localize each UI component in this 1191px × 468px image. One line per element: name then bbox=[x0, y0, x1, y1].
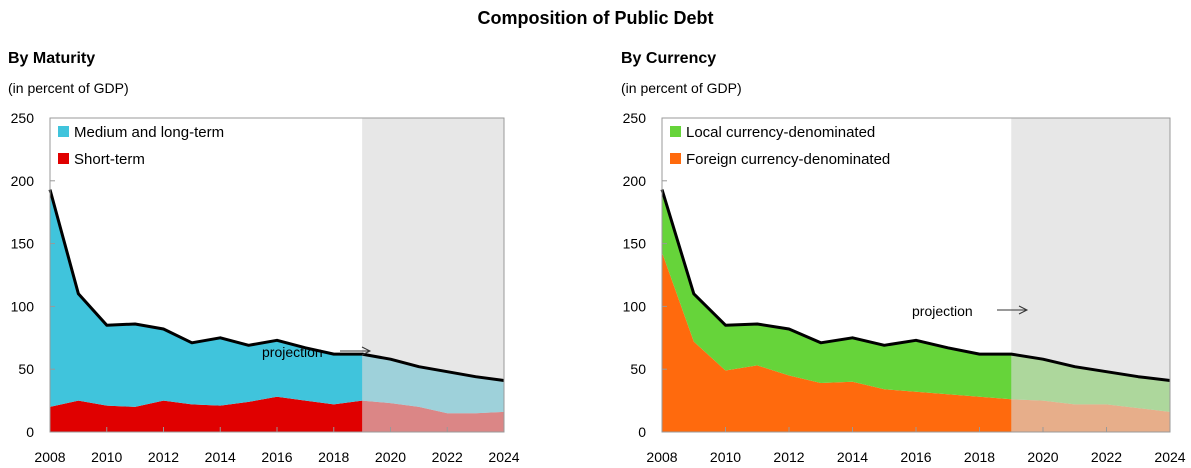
y-tick-label: 0 bbox=[26, 424, 34, 440]
legend-swatch bbox=[670, 126, 681, 137]
panel-subtitle-maturity: (in percent of GDP) bbox=[8, 80, 129, 96]
x-tick-label: 2018 bbox=[964, 449, 995, 465]
chart-panel-1: 0 50 100 150 200 250 2008 2010 2012 2014 2016 2018 2… bbox=[623, 110, 1186, 465]
area-series-foreign-currency-denominated bbox=[662, 252, 1170, 432]
x-tick-label: 2020 bbox=[1027, 449, 1058, 465]
x-tick-label: 2022 bbox=[1091, 449, 1122, 465]
y-tick-label: 200 bbox=[11, 173, 35, 189]
panel-title-maturity: By Maturity bbox=[8, 50, 96, 67]
x-tick-label: 2016 bbox=[261, 449, 292, 465]
x-tick-label: 2010 bbox=[91, 449, 122, 465]
projection-label: projection bbox=[262, 344, 323, 360]
total-line bbox=[660, 189, 1171, 382]
y-tick-label: 50 bbox=[630, 361, 646, 377]
panel-subtitle-currency: (in percent of GDP) bbox=[621, 80, 742, 96]
total-line bbox=[48, 189, 505, 382]
x-tick-label: 2022 bbox=[432, 449, 463, 465]
y-tick-label: 0 bbox=[638, 424, 646, 440]
legend-swatch bbox=[58, 126, 69, 137]
legend-label: Local currency-denominated bbox=[686, 124, 875, 141]
x-tick-label: 2024 bbox=[488, 449, 519, 465]
x-tick-label: 2020 bbox=[375, 449, 406, 465]
projection-shade bbox=[362, 118, 504, 432]
x-tick-label: 2008 bbox=[34, 449, 65, 465]
legend-swatch bbox=[58, 153, 69, 164]
figure-title: Composition of Public Debt bbox=[477, 8, 714, 28]
y-tick-label: 150 bbox=[11, 236, 35, 252]
projection-shade bbox=[1011, 118, 1170, 432]
area-series-medium-and-long-term bbox=[50, 189, 504, 414]
legend-label: Medium and long-term bbox=[74, 124, 224, 141]
legend-label: Foreign currency-denominated bbox=[686, 151, 890, 168]
legend-label: Short-term bbox=[74, 151, 145, 168]
x-tick-label: 2024 bbox=[1154, 449, 1185, 465]
y-tick-label: 150 bbox=[623, 236, 647, 252]
x-tick-label: 2008 bbox=[646, 449, 677, 465]
x-tick-label: 2014 bbox=[205, 449, 236, 465]
y-tick-label: 50 bbox=[18, 361, 34, 377]
y-tick-label: 250 bbox=[11, 110, 35, 126]
projection-label: projection bbox=[912, 303, 973, 319]
x-tick-label: 2012 bbox=[148, 449, 179, 465]
x-tick-label: 2014 bbox=[837, 449, 868, 465]
projection-arrowhead bbox=[1018, 305, 1029, 315]
y-tick-label: 100 bbox=[11, 298, 35, 314]
legend-swatch bbox=[670, 153, 681, 164]
area-series-local-currency-denominated bbox=[662, 189, 1170, 412]
y-tick-label: 250 bbox=[623, 110, 647, 126]
x-tick-label: 2010 bbox=[710, 449, 741, 465]
panel-title-currency: By Currency bbox=[621, 50, 717, 67]
x-tick-label: 2018 bbox=[318, 449, 349, 465]
x-tick-label: 2012 bbox=[773, 449, 804, 465]
y-tick-label: 100 bbox=[623, 298, 647, 314]
x-tick-label: 2016 bbox=[900, 449, 931, 465]
y-tick-label: 200 bbox=[623, 173, 647, 189]
projection-arrowhead bbox=[361, 346, 372, 356]
chart-panel-0: 0 50 100 150 200 250 2008 2010 2012 2014 2016 2018 2… bbox=[11, 110, 520, 465]
